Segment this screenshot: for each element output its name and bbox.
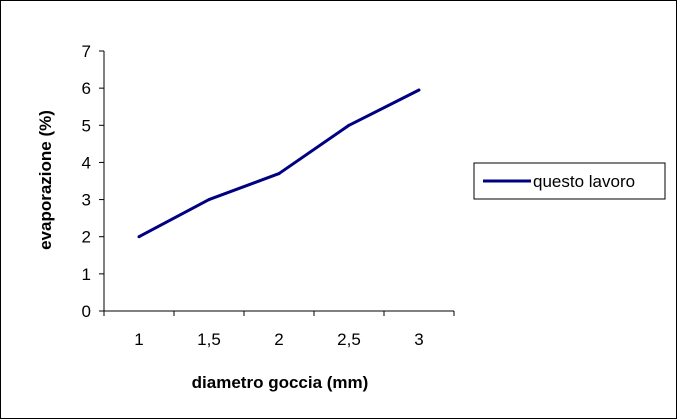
data-point [207,198,211,202]
y-tick-label: 6 [82,79,91,98]
legend-label-questo-lavoro: questo lavoro [533,172,635,191]
y-axis-title: evaporazione (%) [36,110,55,250]
y-tick-label: 2 [82,228,91,247]
y-axis: 0 1 2 3 4 5 6 7 [82,42,105,321]
x-tick-label: 3 [414,330,423,349]
y-tick-label: 5 [82,116,91,135]
y-tick-label: 7 [82,42,91,61]
y-tick-label: 3 [82,191,91,210]
y-tick-label: 4 [82,153,91,172]
x-tick-label: 1 [134,330,143,349]
x-tick-label: 2 [274,330,283,349]
data-point [417,88,421,92]
series-layer [137,88,421,239]
x-tick-label: 2,5 [337,330,361,349]
data-point [277,172,281,176]
x-axis: 1 1,5 2 2,5 3 [103,310,455,349]
data-point [347,123,351,127]
data-point [137,235,141,239]
legend: questo lavoro [473,162,666,200]
series-line [138,88,420,239]
x-axis-title: diametro goccia (mm) [192,373,369,392]
y-tick-label: 1 [82,265,91,284]
y-tick-label: 0 [82,302,91,321]
x-tick-label: 1,5 [197,330,221,349]
